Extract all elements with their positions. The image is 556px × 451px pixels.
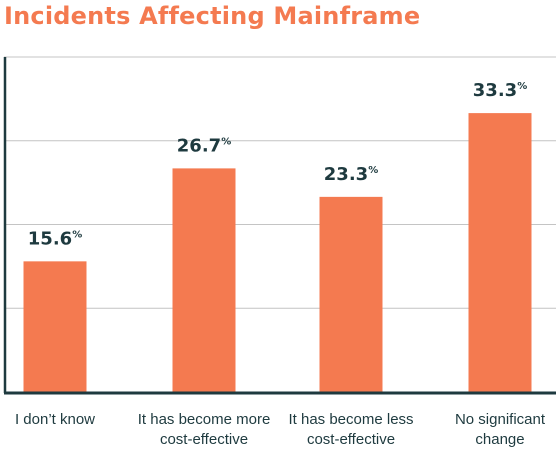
category-label: cost-effective — [160, 431, 248, 448]
bar — [172, 168, 236, 392]
value-label: 23.3% — [324, 164, 378, 185]
bars — [23, 113, 532, 393]
category-label: change — [475, 431, 524, 448]
category-labels: I don’t know It has become more cost-effec… — [15, 411, 546, 448]
category-label: It has become less — [288, 411, 413, 428]
category-label: No significant — [455, 411, 546, 428]
category-label: cost-effective — [307, 431, 395, 448]
category-label: I don’t know — [15, 411, 95, 428]
gridlines — [4, 56, 556, 309]
value-labels: 15.6% 26.7% 23.3% 33.3% — [28, 80, 527, 249]
bar — [468, 113, 532, 393]
value-label: 26.7% — [177, 135, 231, 156]
category-label: It has become more — [138, 411, 271, 428]
value-label: 15.6% — [28, 228, 82, 249]
bar — [23, 261, 87, 392]
axes — [3, 57, 556, 395]
chart-title: Incidents Affecting Mainframe — [4, 2, 421, 30]
bar — [319, 196, 383, 392]
value-label: 33.3% — [473, 80, 527, 101]
